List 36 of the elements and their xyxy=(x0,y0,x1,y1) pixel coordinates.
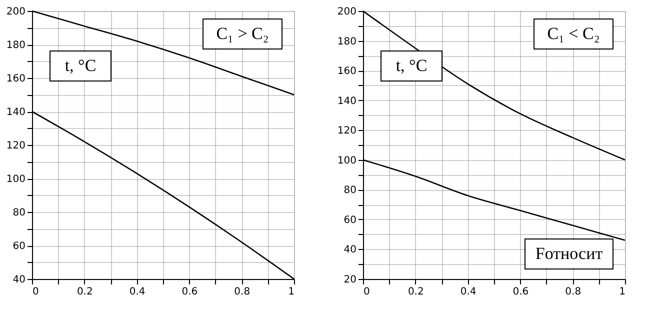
x-axis-title: Fотносит xyxy=(535,244,604,263)
y-axis-title: t, °C xyxy=(396,56,428,75)
y-tick-label: 40 xyxy=(12,274,26,286)
y-tick-label: 180 xyxy=(337,36,356,48)
y-tick-label: 120 xyxy=(337,126,356,137)
x-tick-label: 0.2 xyxy=(76,286,93,298)
x-tick-label: 0.2 xyxy=(408,286,424,298)
x-tick-label: 0.6 xyxy=(182,286,198,298)
y-tick-label: 100 xyxy=(337,155,356,166)
x-tick-label: 0 xyxy=(364,286,370,298)
x-tick-label: 1 xyxy=(288,286,294,298)
y-tick-label: 200 xyxy=(337,6,356,18)
y-tick-label: 100 xyxy=(6,174,26,185)
x-tick-label: 0.8 xyxy=(565,286,582,298)
x-tick-label: 0.8 xyxy=(234,286,250,298)
y-tick-label: 20 xyxy=(344,274,356,286)
y-tick-label: 180 xyxy=(6,40,26,51)
annotation: C₁ < C₂ xyxy=(547,24,600,43)
y-tick-label: 200 xyxy=(6,6,26,18)
y-tick-label: 40 xyxy=(344,244,356,256)
y-tick-label: 60 xyxy=(12,241,26,252)
x-tick-label: 0.4 xyxy=(129,286,146,298)
x-tick-label: 0.4 xyxy=(460,286,476,298)
y-tick-label: 80 xyxy=(12,208,26,218)
y-tick-label: 80 xyxy=(344,185,356,196)
y-axis-title: t, °C xyxy=(64,56,96,75)
y-tick-label: 160 xyxy=(6,74,26,84)
y-tick-label: 140 xyxy=(6,107,26,118)
annotation: C₁ > C₂ xyxy=(216,24,269,43)
x-tick-label: 0.6 xyxy=(512,286,529,298)
y-tick-label: 60 xyxy=(344,214,356,226)
x-tick-label: 1 xyxy=(619,286,626,298)
x-tick-label: 0 xyxy=(32,286,39,298)
y-tick-label: 140 xyxy=(337,96,356,107)
y-tick-label: 120 xyxy=(6,140,26,152)
y-tick-label: 160 xyxy=(337,66,356,78)
